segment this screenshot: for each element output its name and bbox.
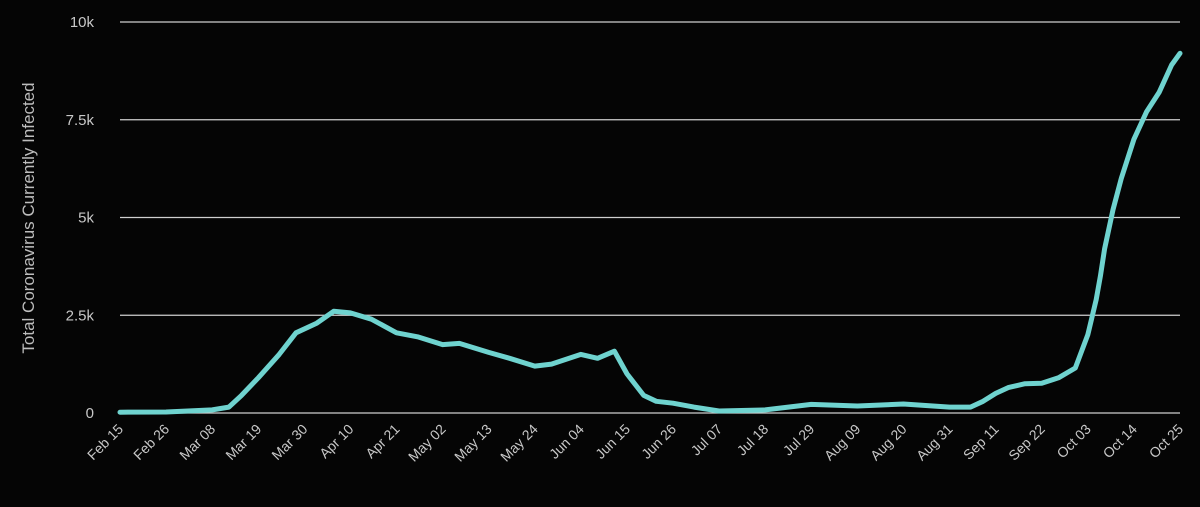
y-tick-label: 0 xyxy=(86,405,94,422)
x-tick-label: Sep 22 xyxy=(1005,421,1048,464)
x-tick-label: May 24 xyxy=(497,421,541,465)
x-tick-label: Oct 14 xyxy=(1100,421,1141,462)
y-tick-label: 10k xyxy=(70,14,95,31)
x-tick-label: Oct 25 xyxy=(1146,421,1187,462)
series-layer xyxy=(117,50,1183,415)
x-tick-label: Jun 15 xyxy=(592,421,633,462)
x-tick-label: Aug 31 xyxy=(913,421,956,464)
x-tick-label: Jun 26 xyxy=(638,421,679,462)
x-tick-label: Feb 26 xyxy=(130,421,172,463)
x-tick-label: Apr 21 xyxy=(362,421,403,462)
y-tick-label: 2.5k xyxy=(66,307,95,324)
x-tick-label: Apr 10 xyxy=(316,421,357,462)
x-tick-label: Aug 20 xyxy=(867,421,910,464)
y-axis-label: Total Coronavirus Currently Infected xyxy=(19,82,38,353)
x-tick-label: Jul 07 xyxy=(688,421,726,459)
y-tick-label: 7.5k xyxy=(66,112,95,129)
y-tick-label: 5k xyxy=(78,210,94,227)
gridlines xyxy=(120,21,1180,414)
x-tick-label: Jul 29 xyxy=(780,421,818,459)
x-tick-label: Aug 09 xyxy=(821,421,864,464)
x-axis-ticks: Feb 15 Feb 26 Mar 08 Mar 19 Mar 30 Apr 10 Apr … xyxy=(84,421,1186,465)
x-tick-label: May 13 xyxy=(451,421,495,465)
x-tick-label: Sep 11 xyxy=(960,421,1002,463)
x-tick-label: Oct 03 xyxy=(1053,421,1094,462)
x-tick-label: Jul 18 xyxy=(734,421,772,459)
x-tick-label: Feb 15 xyxy=(84,421,126,463)
x-tick-label: Mar 30 xyxy=(268,421,310,463)
x-tick-label: Jun 04 xyxy=(546,421,587,462)
y-axis-ticks: 0 2.5k 5k 7.5k 10k xyxy=(66,14,95,422)
x-tick-label: May 02 xyxy=(405,421,449,465)
x-tick-label: Mar 08 xyxy=(176,421,218,463)
x-tick-label: Mar 19 xyxy=(222,421,264,463)
series-line xyxy=(117,50,1183,415)
